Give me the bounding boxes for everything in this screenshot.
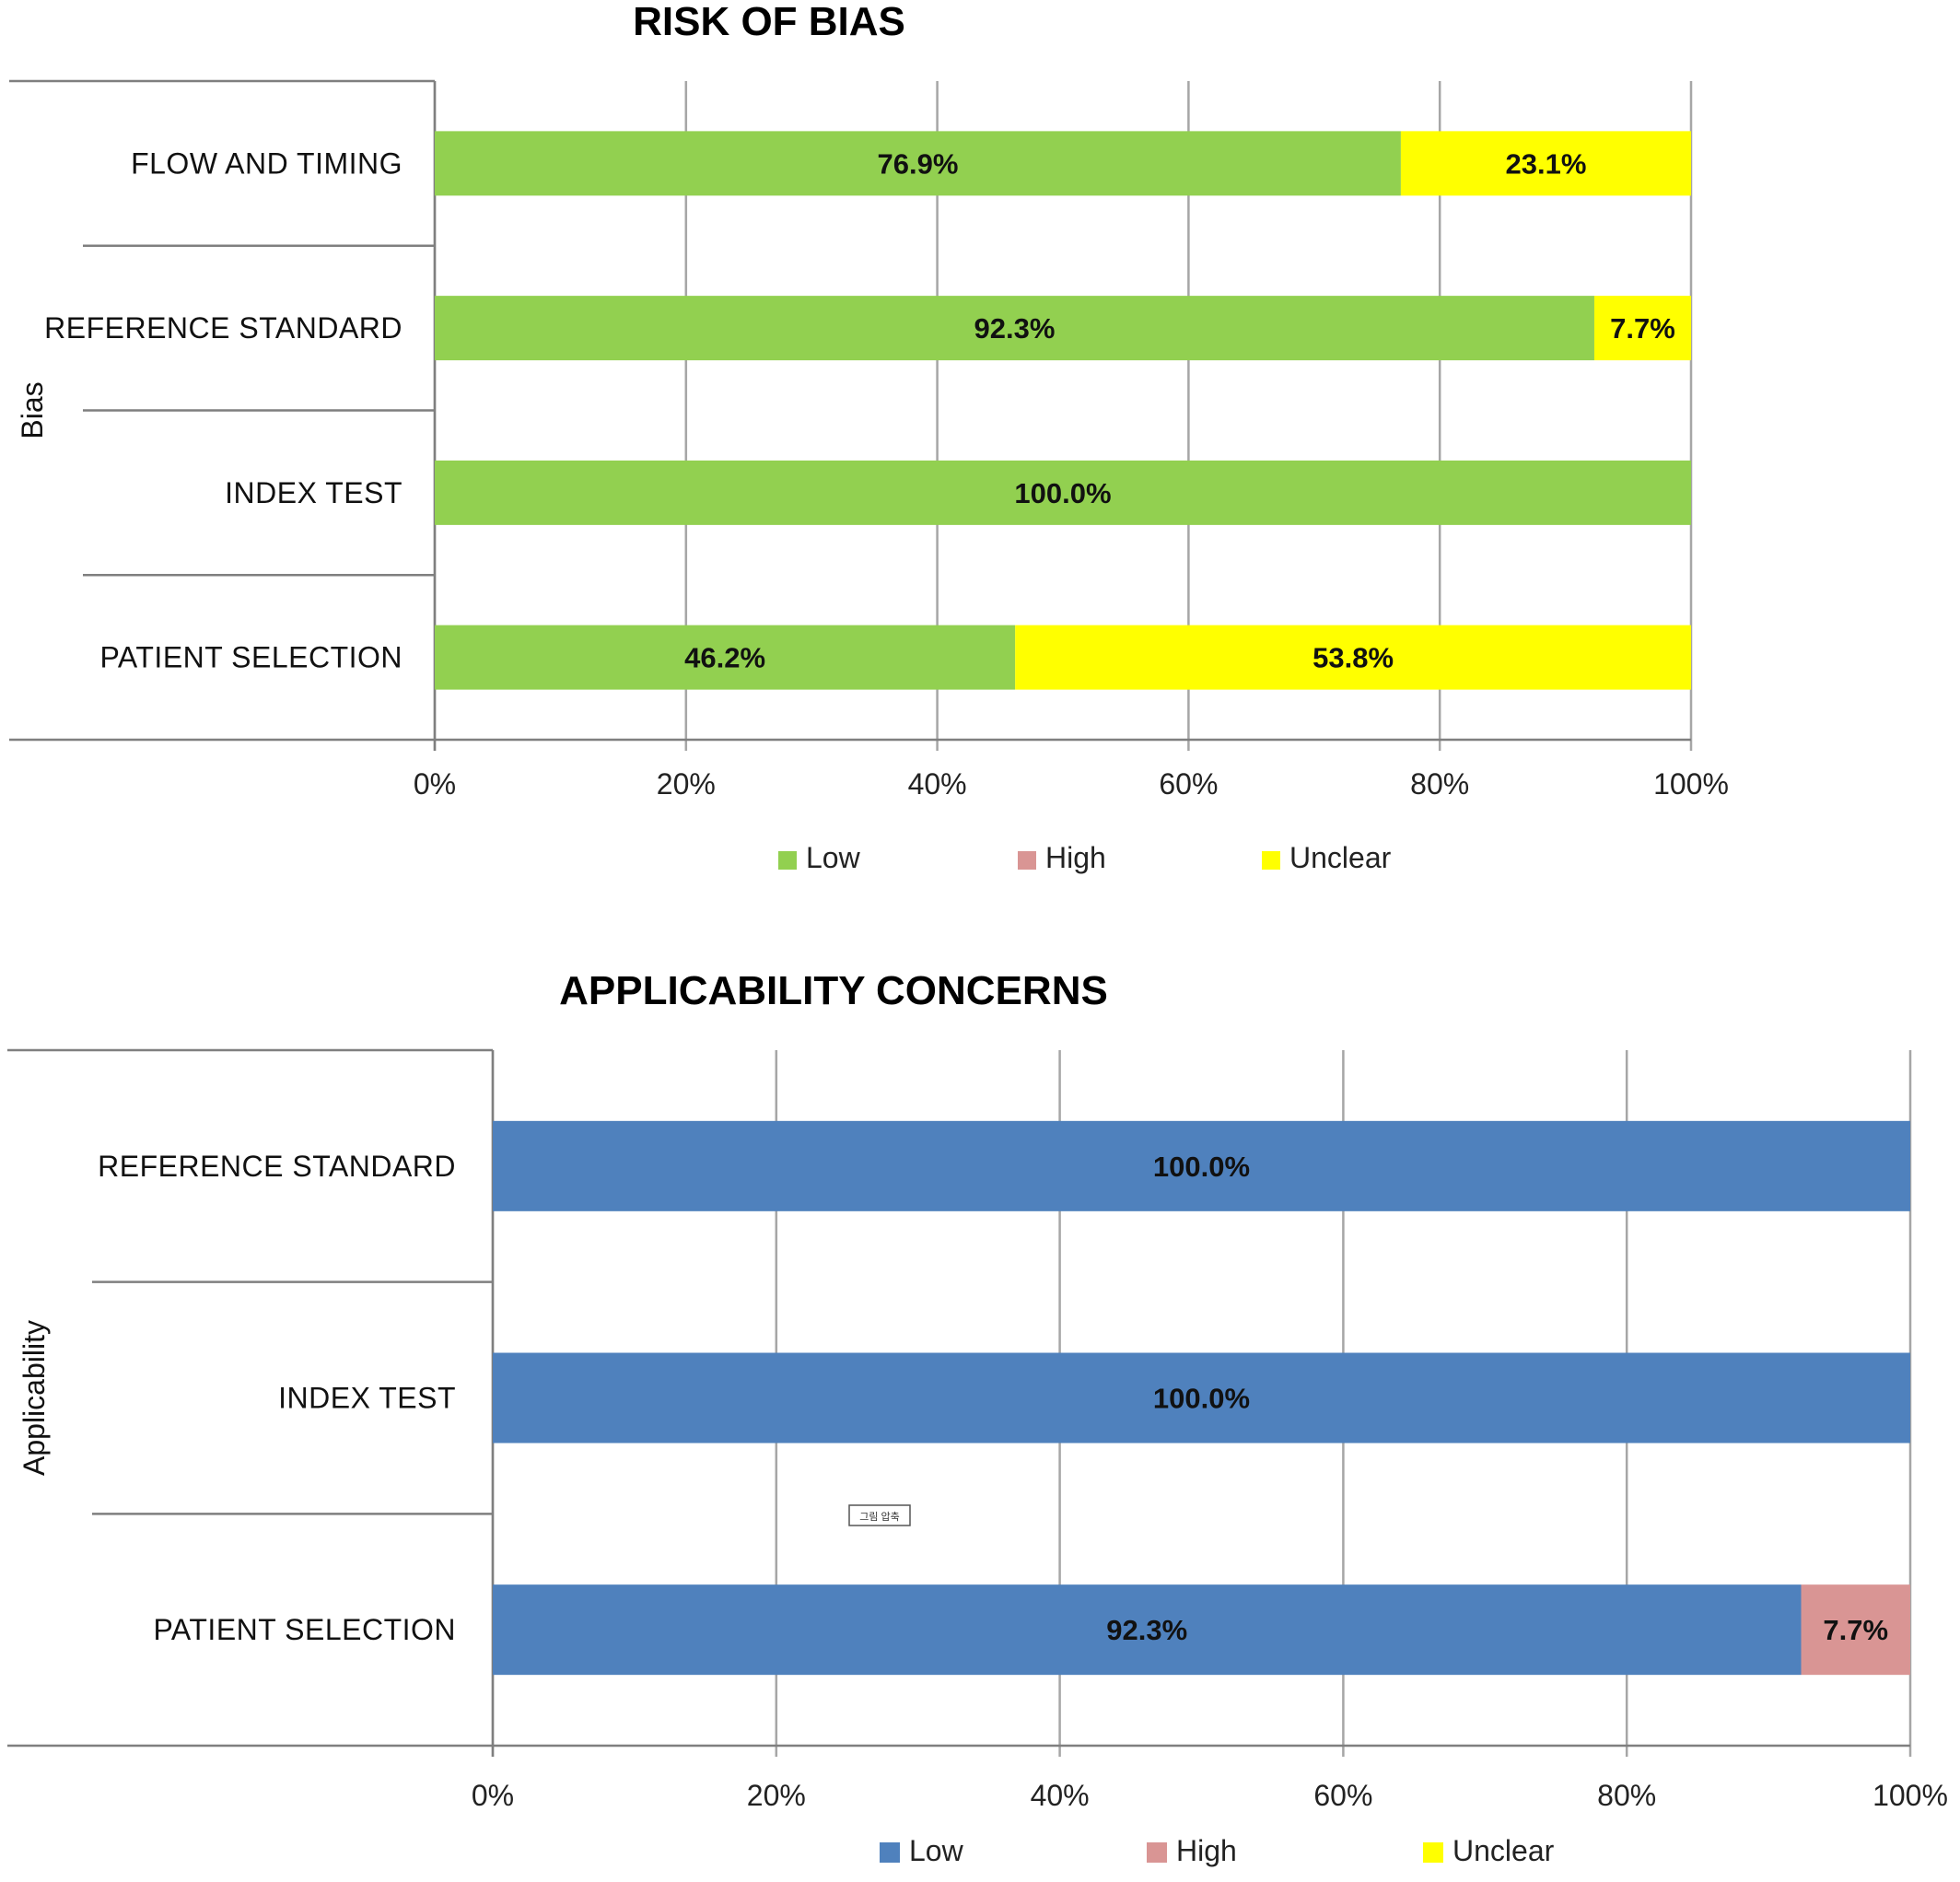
- x-tick-label: 60%: [1313, 1779, 1372, 1812]
- category-label: REFERENCE STANDARD: [98, 1150, 456, 1183]
- x-tick-label: 20%: [747, 1779, 806, 1812]
- bar-segment-unclear: [1593, 296, 1691, 361]
- stamp-text: 그림 압축: [859, 1511, 900, 1523]
- category-label: INDEX TEST: [278, 1382, 456, 1415]
- risk-of-bias-chart: RISK OF BIAS 0% 20% 40% 60% 80% 100% Bias FLOW A…: [9, 0, 1729, 874]
- legend-label: High: [1176, 1834, 1237, 1867]
- x-tick-label: 20%: [657, 767, 716, 801]
- chart-title: APPLICABILITY CONCERNS: [559, 968, 1108, 1013]
- x-tick-label: 80%: [1597, 1779, 1656, 1812]
- data-label: 92.3%: [974, 312, 1056, 345]
- bar-segment-low: [435, 460, 1691, 525]
- y-axis-title: Applicability: [18, 1320, 51, 1476]
- legend-label: High: [1045, 841, 1106, 874]
- x-tick-label: 40%: [1031, 1779, 1090, 1812]
- data-label: 76.9%: [878, 147, 959, 180]
- category-label: PATIENT SELECTION: [153, 1613, 456, 1646]
- data-label: 23.1%: [1506, 147, 1587, 180]
- bar-segment-low: [435, 625, 1016, 690]
- legend-swatch: [1423, 1842, 1443, 1863]
- bar-segment-low: [493, 1120, 1910, 1211]
- bar-segment-low: [493, 1352, 1910, 1444]
- legend-label: Unclear: [1452, 1834, 1555, 1867]
- x-tick-label: 80%: [1410, 767, 1469, 801]
- chart-title: RISK OF BIAS: [633, 0, 905, 44]
- data-label: 7.7%: [1823, 1614, 1888, 1646]
- bar-segment-low: [435, 131, 1401, 196]
- x-tick-label: 60%: [1159, 767, 1218, 801]
- category-label: PATIENT SELECTION: [99, 641, 402, 674]
- y-axis-title: Bias: [16, 381, 49, 438]
- legend-label: Low: [909, 1834, 964, 1867]
- legend-swatch: [1018, 851, 1036, 870]
- legend-swatch: [778, 851, 797, 870]
- category-label: FLOW AND TIMING: [131, 146, 402, 180]
- category-label: INDEX TEST: [225, 476, 402, 509]
- bar-segment-low: [435, 296, 1594, 361]
- data-label: 100.0%: [1014, 477, 1111, 509]
- x-tick-label: 40%: [908, 767, 967, 801]
- data-label: 53.8%: [1312, 642, 1394, 674]
- x-tick-label: 100%: [1653, 767, 1729, 801]
- x-tick-label: 100%: [1872, 1779, 1948, 1812]
- data-label: 100.0%: [1153, 1383, 1250, 1415]
- image-stamp: 그림 압축: [848, 1504, 911, 1526]
- applicability-concerns-chart: APPLICABILITY CONCERNS 0% 20% 40% 60% 80% 100%…: [7, 968, 1948, 1867]
- bar-segment-low: [493, 1584, 1802, 1676]
- legend-swatch: [1147, 1842, 1167, 1863]
- bar-segment-unclear: [1400, 131, 1691, 196]
- data-label: 100.0%: [1153, 1151, 1250, 1183]
- legend-label: Low: [806, 841, 861, 874]
- category-label: REFERENCE STANDARD: [44, 311, 402, 345]
- data-label: 7.7%: [1610, 312, 1675, 345]
- bar-segment-high: [1801, 1584, 1910, 1676]
- data-label: 92.3%: [1106, 1614, 1187, 1646]
- x-tick-label: 0%: [472, 1779, 514, 1812]
- legend-swatch: [1262, 851, 1280, 870]
- x-tick-label: 0%: [414, 767, 456, 801]
- legend-label: Unclear: [1289, 841, 1392, 874]
- data-label: 46.2%: [684, 642, 765, 674]
- legend-swatch: [880, 1842, 900, 1863]
- bar-segment-unclear: [1015, 625, 1691, 690]
